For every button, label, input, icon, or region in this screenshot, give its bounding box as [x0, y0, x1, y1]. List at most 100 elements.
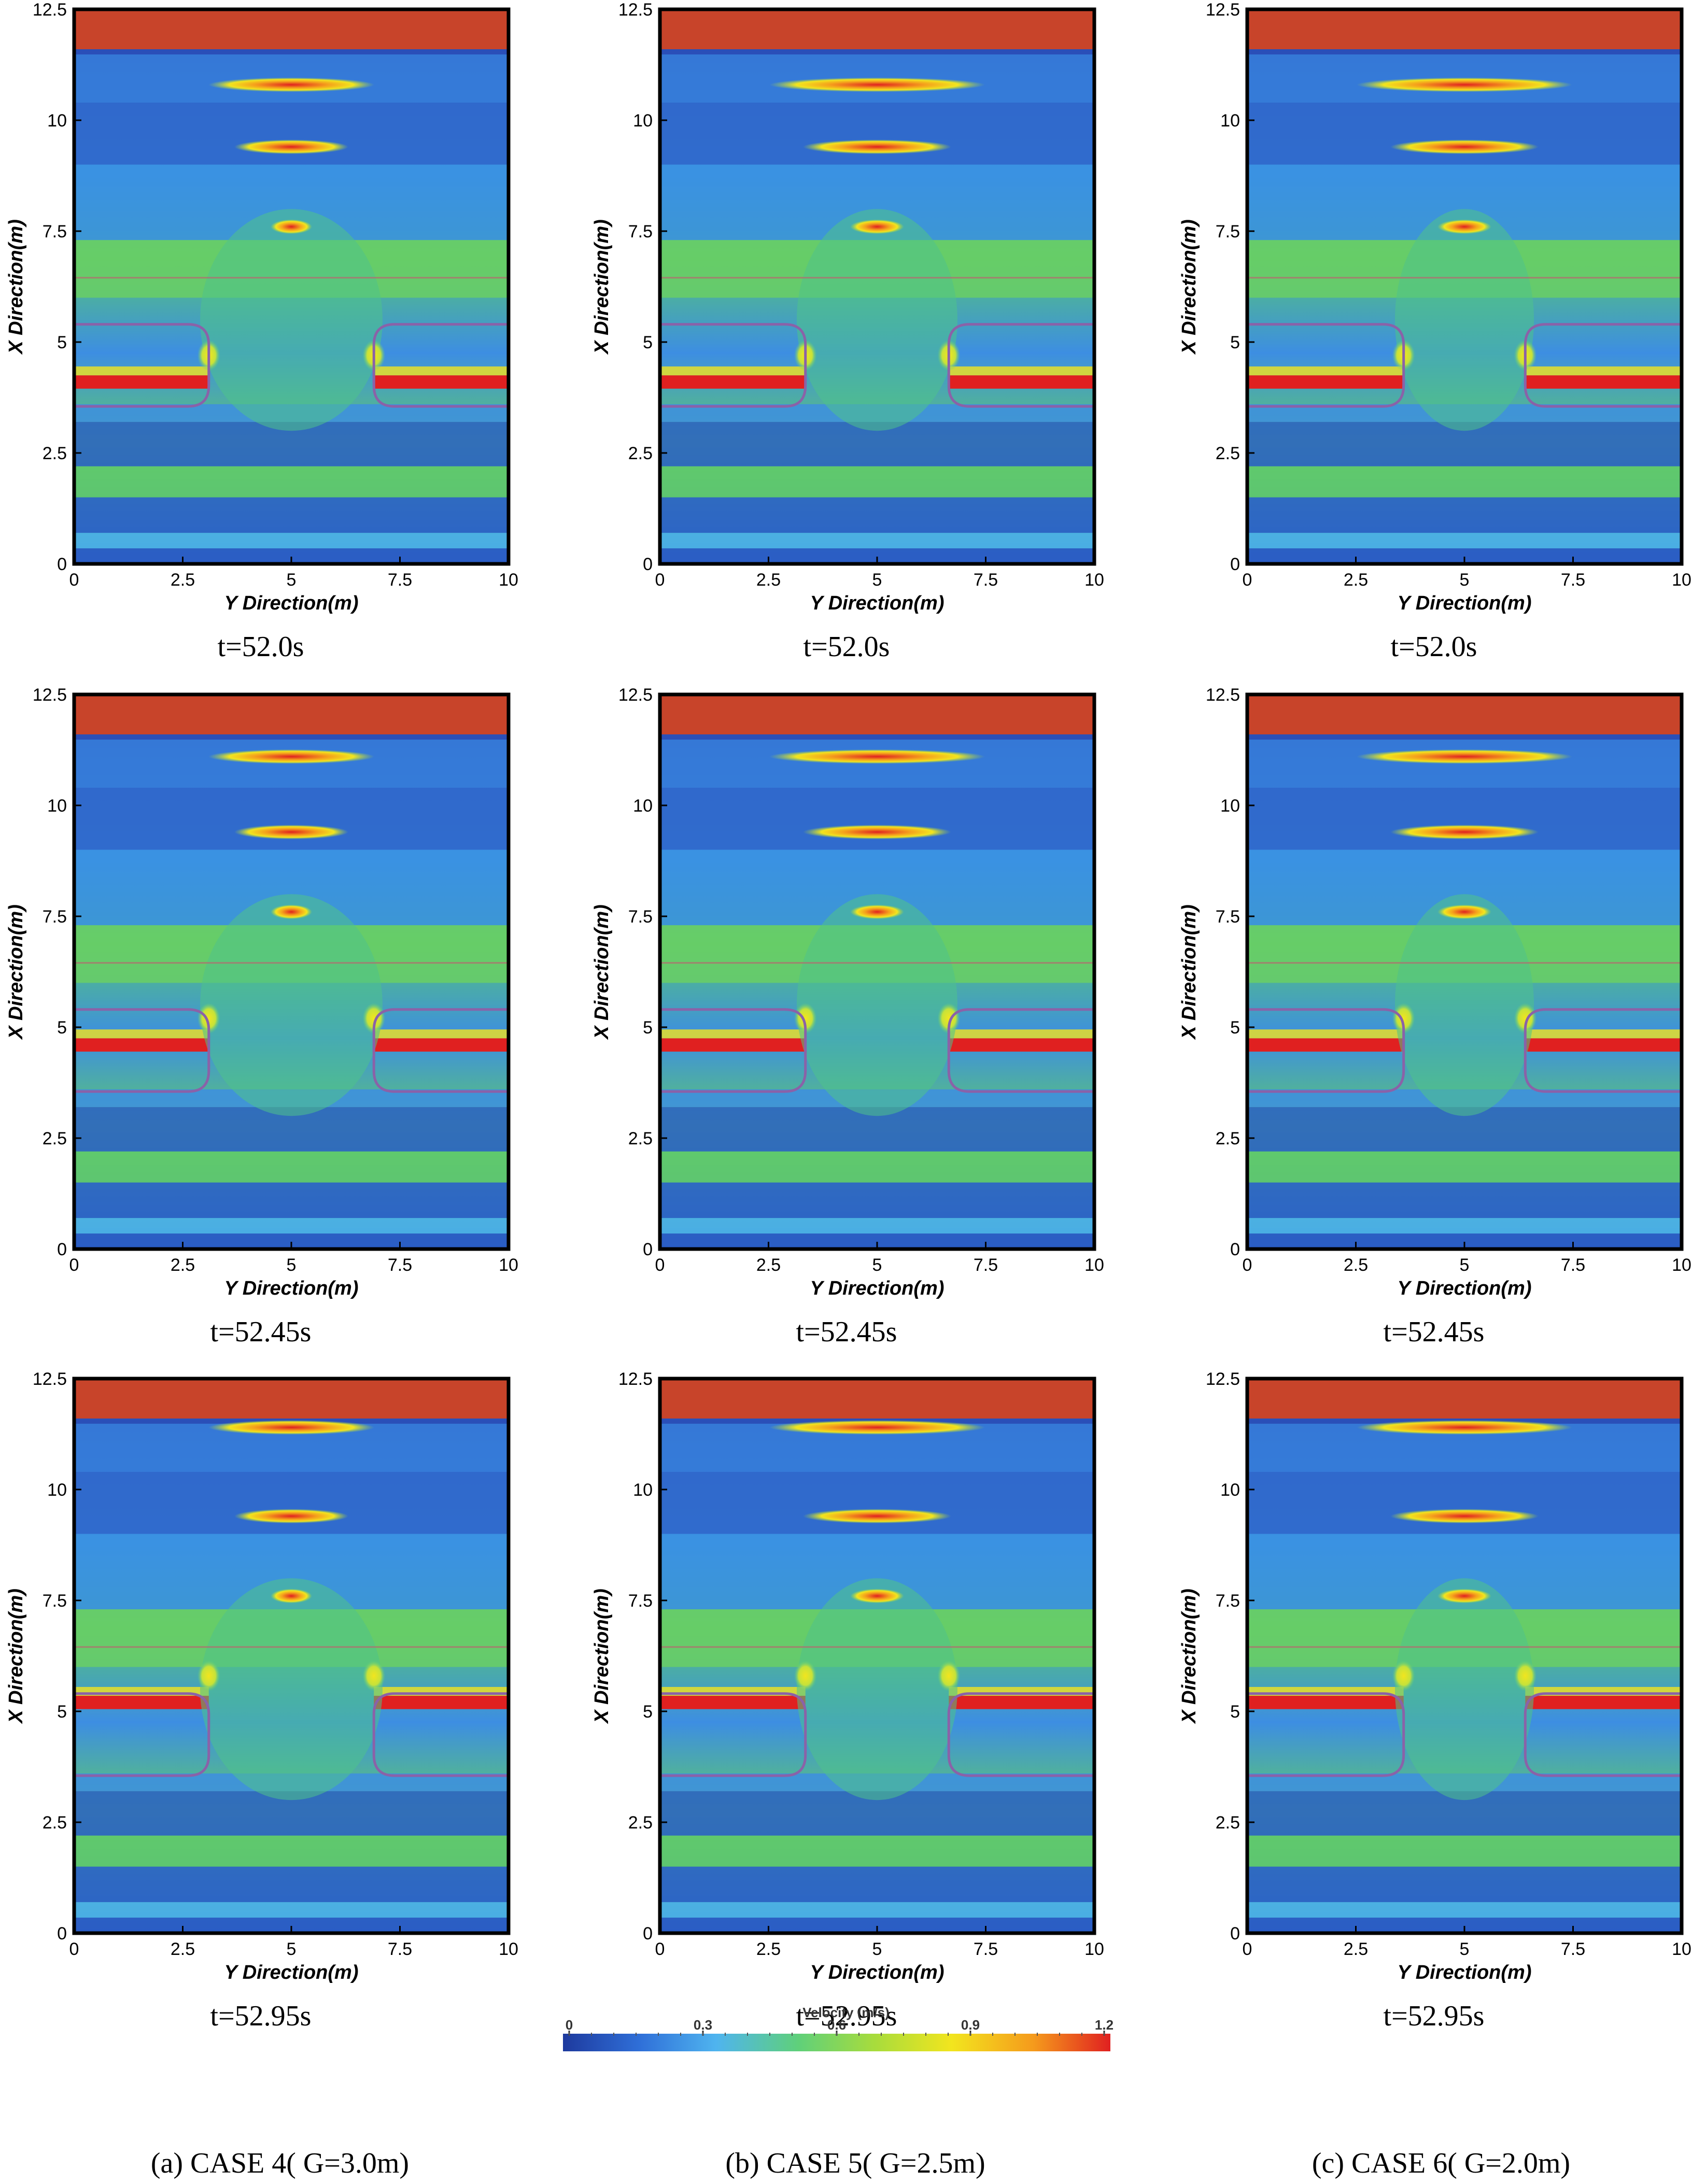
time-label: t=52.95s — [796, 2000, 897, 2032]
center-plume — [1394, 1578, 1534, 1800]
wave-crest — [1357, 1420, 1572, 1435]
x-axis-label: Y Direction(m) — [1397, 592, 1531, 614]
velocity-band-right-halo — [374, 366, 509, 376]
y-axis-label: X Direction(m) — [5, 1589, 27, 1724]
y-tick-label: 12.5 — [618, 1369, 653, 1389]
x-axis-label: Y Direction(m) — [224, 1962, 358, 1983]
x-tick-label: 0 — [655, 1255, 665, 1275]
case-caption: (a) CASE 4( G=3.0m) — [151, 2147, 409, 2179]
x-tick-label: 10 — [1084, 1255, 1104, 1275]
breakwater-left — [660, 1008, 807, 1093]
x-tick-label: 10 — [1084, 570, 1104, 590]
tip-hotspot — [937, 1002, 961, 1034]
wave-zone — [74, 1379, 509, 1419]
y-tick-label: 7.5 — [1216, 907, 1240, 927]
velocity-band-right — [374, 1038, 509, 1052]
y-axis-label: X Direction(m) — [591, 219, 613, 355]
field-band — [1247, 1218, 1682, 1234]
wave-crest — [1390, 1509, 1539, 1524]
y-tick-label: 5 — [57, 1018, 67, 1038]
y-tick-label: 5 — [1230, 1018, 1240, 1038]
x-tick-label: 7.5 — [1561, 1939, 1585, 1959]
breakwater-right — [372, 1692, 509, 1777]
x-tick-label: 2.5 — [171, 1939, 195, 1959]
field-band — [1247, 1866, 1682, 1903]
y-axis-label: X Direction(m) — [1178, 904, 1200, 1040]
x-tick-label: 0 — [1243, 1255, 1252, 1275]
wave-zone-edge — [74, 49, 509, 55]
wave-crest — [271, 904, 312, 919]
wave-crest — [803, 825, 951, 840]
wave-crest — [208, 77, 374, 92]
y-tick-label: 7.5 — [628, 907, 653, 927]
y-tick-label: 5 — [1230, 333, 1240, 352]
colorbar-tick-label: 0 — [566, 2017, 573, 2033]
y-tick-label: 5 — [643, 333, 653, 352]
wave-crest — [1357, 749, 1572, 764]
breakwater-left — [74, 1008, 210, 1093]
y-tick-label: 0 — [57, 1240, 67, 1259]
center-plume — [796, 1578, 958, 1800]
field-band — [660, 1835, 1094, 1867]
velocity-band-left — [660, 375, 806, 389]
x-tick-label: 7.5 — [1561, 1255, 1585, 1275]
y-tick-label: 12.5 — [618, 0, 653, 20]
x-tick-label: 2.5 — [171, 570, 195, 590]
x-tick-label: 5 — [872, 1939, 882, 1959]
wave-crest — [234, 1509, 348, 1524]
wave-crest — [271, 219, 312, 234]
tip-hotspot — [937, 1660, 961, 1692]
field-band — [74, 1835, 509, 1867]
wave-zone — [1247, 9, 1682, 50]
y-tick-label: 5 — [57, 1702, 67, 1722]
wave-crest — [769, 749, 985, 764]
tip-hotspot — [1514, 1660, 1537, 1692]
y-tick-label: 2.5 — [43, 444, 67, 463]
wave-zone — [660, 694, 1094, 735]
time-label: t=52.95s — [210, 2000, 312, 2032]
tip-hotspot — [794, 1660, 817, 1692]
x-tick-label: 2.5 — [1344, 1255, 1368, 1275]
wave-zone — [660, 1379, 1094, 1419]
center-plume — [200, 209, 383, 431]
wave-crest — [850, 219, 904, 234]
y-tick-label: 12.5 — [33, 685, 67, 705]
x-tick-label: 7.5 — [388, 1255, 412, 1275]
field-band — [1247, 1182, 1682, 1218]
y-tick-label: 0 — [1230, 1240, 1240, 1259]
wave-zone-edge — [1247, 49, 1682, 55]
field-band — [660, 533, 1094, 549]
field-band — [74, 1902, 509, 1918]
y-tick-label: 12.5 — [33, 0, 67, 20]
y-tick-label: 10 — [633, 111, 653, 131]
y-tick-label: 10 — [1220, 111, 1240, 131]
velocity-panel-case6-row3: 0 2.5 5 7.5 10 0 2.5 5 7.5 10 12.5 Y Direction(m) X … — [1178, 1369, 1691, 1983]
breakwater-right — [1524, 323, 1682, 408]
y-tick-label: 7.5 — [43, 1591, 67, 1611]
y-tick-label: 10 — [633, 796, 653, 816]
y-tick-label: 10 — [633, 1480, 653, 1500]
breakwater-left — [1247, 1692, 1405, 1777]
y-axis-label: X Direction(m) — [591, 1589, 613, 1724]
velocity-band-left-halo — [1247, 366, 1404, 376]
breakwater-right — [947, 1008, 1094, 1093]
wave-crest — [1437, 904, 1491, 919]
velocity-panel-case5-row3: 0 2.5 5 7.5 10 0 2.5 5 7.5 10 12.5 Y Direction(m) X … — [591, 1369, 1104, 1983]
field-band — [74, 1182, 509, 1218]
center-plume — [796, 894, 958, 1116]
y-tick-label: 2.5 — [1216, 1813, 1240, 1833]
x-axis-label: Y Direction(m) — [224, 592, 358, 614]
field-band — [660, 497, 1094, 533]
y-tick-label: 5 — [57, 333, 67, 352]
tip-hotspot — [1392, 1660, 1415, 1692]
y-tick-label: 5 — [643, 1702, 653, 1722]
velocity-band-right-halo — [949, 1029, 1094, 1039]
x-tick-label: 10 — [499, 570, 518, 590]
x-tick-label: 10 — [499, 1255, 518, 1275]
field-band — [1247, 1902, 1682, 1918]
center-plume — [1394, 894, 1534, 1116]
velocity-band-right-halo — [374, 1029, 509, 1039]
field-band — [74, 1218, 509, 1234]
wave-crest — [850, 1589, 904, 1604]
wave-crest — [850, 904, 904, 919]
